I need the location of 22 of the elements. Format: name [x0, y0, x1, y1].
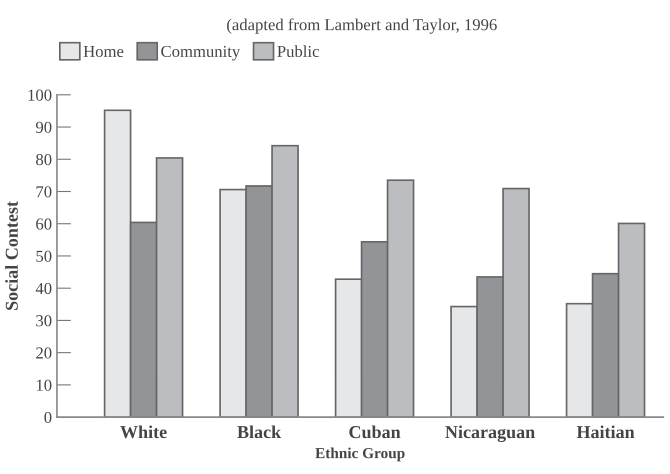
x-tick-label: White	[120, 425, 167, 438]
y-axis-title: Social Contest	[5, 201, 18, 310]
y-tick-label: 90	[36, 122, 52, 133]
y-tick-label: 40	[36, 282, 52, 294]
legend-label: Public	[277, 45, 319, 58]
y-tick-label: 80	[36, 154, 52, 166]
y-tick-label: 10	[36, 380, 52, 391]
x-tick-label: Black	[237, 425, 282, 438]
x-tick-label: Cuban	[349, 425, 400, 438]
legend-label: Home	[84, 46, 124, 58]
y-tick-label: 0	[44, 412, 52, 424]
y-tick-label: 70	[36, 186, 52, 198]
x-axis-title: Ethnic Group	[315, 448, 405, 462]
y-tick-label: 100	[28, 90, 52, 101]
legend-label: Community	[161, 46, 240, 60]
y-tick-label: 50	[36, 250, 52, 262]
x-tick-label: Nicaraguan	[445, 425, 535, 442]
y-tick-label: 30	[36, 315, 52, 326]
y-tick-label: 20	[36, 347, 52, 359]
text: (adapted from Lambert and Taylor, 1996	[227, 18, 497, 34]
y-tick-label: 60	[36, 218, 52, 230]
x-tick-label: Haitian	[576, 425, 634, 438]
